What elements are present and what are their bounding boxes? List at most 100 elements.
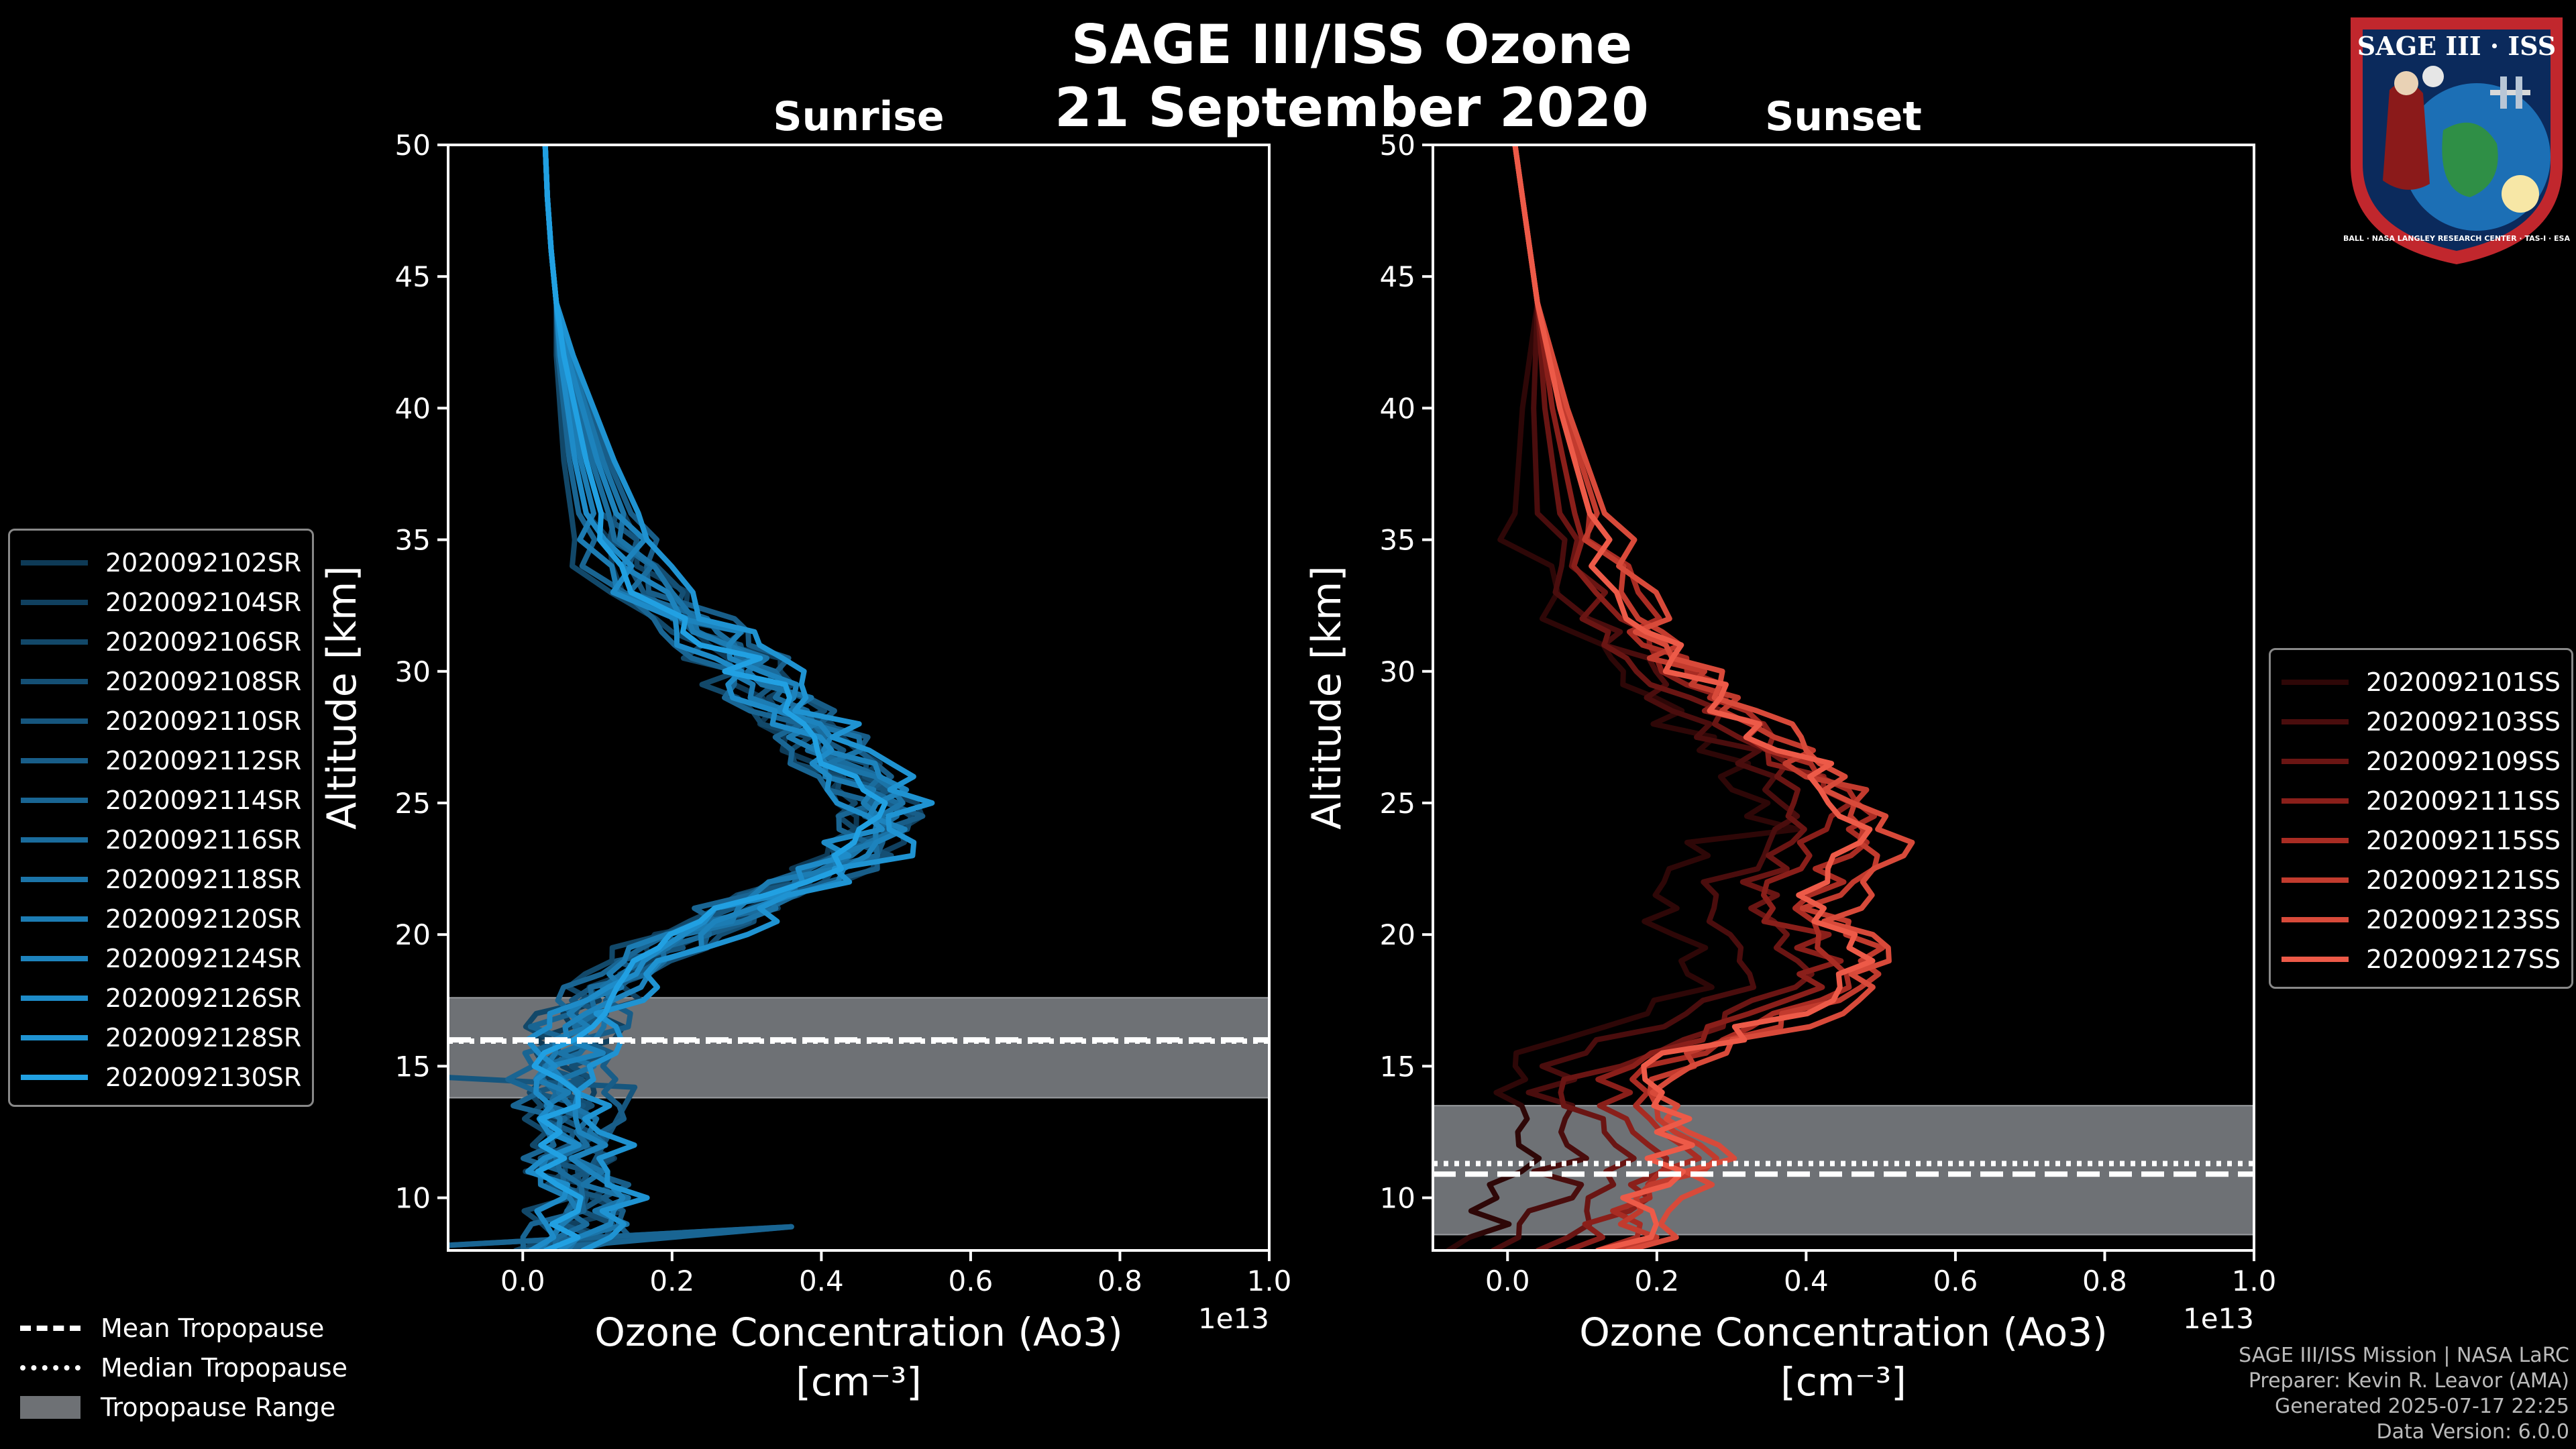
x-tick-label: 0.0 [1485,1265,1530,1297]
x-tick-label: 1.0 [2232,1265,2277,1297]
legend-swatch [21,757,88,763]
legend-label: 2020092110SR [105,706,302,736]
legend-item: 2020092104SR [21,582,301,622]
legend-swatch [21,955,88,961]
x-tick-label: 0.2 [1634,1265,1679,1297]
y-tick-label: 45 [395,260,431,293]
legend-median-tropopause: Median Tropopause [20,1348,347,1387]
legend-item: 2020092124SR [21,938,301,978]
legend-swatch [21,1034,88,1040]
series-line-2020092130SR [531,145,888,1250]
legend-label: 2020092127SS [2366,944,2561,974]
logo-moon [2422,66,2444,87]
legend-label: 2020092118SR [105,864,302,894]
legend-label: 2020092116SR [105,824,302,855]
y-tick-label: 20 [1380,918,1415,951]
series-line-2020092101SS [1446,145,1801,1250]
series-line-2020092127SS [1512,145,1876,1250]
legend-label: 2020092109SS [2366,746,2561,776]
logo-title-text: SAGE III · ISS [2357,31,2556,61]
panel-title: Sunrise [773,93,944,140]
legend-swatch [2282,916,2349,922]
y-axis-label: Altitude [km] [1303,566,1350,830]
sunset-panel: 10 15 20 25 30 35 40 45 50 0.0 0.2 0.4 0.6 0.8 1.0 1e13… [1303,93,2276,1405]
legend-label: 2020092121SS [2366,865,2561,895]
series-group [1446,145,1915,1250]
legend-item: 2020092101SS [2282,662,2561,702]
legend-swatch [21,837,88,843]
x-axis-units: [cm⁻³] [796,1359,922,1405]
x-axis-label: Ozone Concentration (Ao3) [594,1309,1123,1355]
legend-label: 2020092114SR [105,785,302,815]
legend-label: 2020092123SS [2366,904,2561,934]
logo-iss-panel [2500,76,2507,109]
legend-swatch [21,639,88,645]
range-swatch [20,1395,80,1419]
legend-label: 2020092120SR [105,904,302,934]
x-axis-label: Ozone Concentration (Ao3) [1579,1309,2108,1355]
sunrise-legend: 2020092102SR 2020092104SR 2020092106SR 2020… [8,529,315,1107]
y-tick-label: 30 [1380,655,1415,688]
legend-label: 2020092102SR [105,547,302,578]
y-tick-label: 25 [395,787,431,820]
legend-swatch [21,559,88,566]
footer-preparer: Preparer: Kevin R. Leavor (AMA) [2248,1369,2569,1393]
x-tick-label: 0.6 [949,1265,994,1297]
legend-label: 2020092101SS [2366,667,2561,697]
legend-item: 2020092128SR [21,1018,301,1057]
legend-swatch [2282,877,2349,883]
legend-item: 2020092121SS [2282,860,2561,900]
x-tick-label: 0.6 [1933,1265,1978,1297]
legend-median-label: Median Tropopause [101,1352,347,1383]
series-line-2020092103SS [1490,145,1801,1250]
legend-label: 2020092130SR [105,1062,302,1092]
legend-swatch [21,916,88,922]
legend-swatch [2282,956,2349,962]
legend-label: 2020092128SR [105,1022,302,1053]
legend-item: 2020092110SR [21,701,301,741]
y-tick-label: 25 [1380,787,1415,820]
legend-item: 2020092115SS [2282,820,2561,860]
x-scale-label: 1e13 [1198,1302,1269,1335]
legend-swatch [21,718,88,724]
legend-item: 2020092120SR [21,899,301,938]
legend-label: 2020092103SS [2366,706,2561,737]
legend-label: 2020092124SR [105,943,302,973]
panel-title: Sunset [1765,93,1922,140]
legend-swatch [2282,758,2349,764]
legend-item: 2020092102SR [21,543,301,582]
series-line-2020092123SS [1512,145,1915,1250]
logo-landmass [2442,122,2498,197]
series-line-2020092111SS [1512,145,1854,1250]
logo-iss-truss [2490,90,2530,95]
y-tick-label: 50 [395,129,431,162]
legend-label: 2020092126SR [105,983,302,1013]
y-tick-label: 40 [1380,392,1415,425]
x-scale-label: 1e13 [2183,1302,2254,1335]
sage-iii-iss-mission-logo: SAGE III · ISS BALL · NASA LANGLEY RESEA… [2343,17,2570,264]
footer-generated: Generated 2025-07-17 22:25 [2274,1395,2569,1418]
y-tick-label: 35 [1380,524,1415,557]
legend-swatch [2282,679,2349,685]
footer-mission: SAGE III/ISS Mission | NASA LaRC [2239,1344,2569,1367]
footer-data-version: Data Version: 6.0.0 [2376,1420,2569,1444]
y-axis-label: Altitude [km] [319,566,366,830]
legend-item: 2020092111SS [2282,781,2561,820]
series-line-2020092109SS [1512,145,1815,1250]
legend-swatch [21,876,88,882]
sunrise-panel: 10 15 20 25 30 35 40 45 50 0.0 0.2 0.4 0.6 0.8 1.0 1e13… [319,93,1291,1405]
legend-range-label: Tropopause Range [101,1392,336,1422]
x-tick-label: 0.0 [500,1265,545,1297]
legend-swatch [21,1074,88,1080]
y-tick-label: 30 [395,655,431,688]
logo-iss-panel [2516,76,2522,109]
legend-mean-label: Mean Tropopause [101,1313,325,1343]
logo-ring-text: BALL · NASA LANGLEY RESEARCH CENTER · TA… [2343,234,2570,243]
y-tick-label: 15 [395,1050,431,1083]
plot-frame [447,144,1271,1252]
series-line-2020092124SR [542,145,910,1250]
legend-item: 2020092108SR [21,661,301,701]
x-axis-units: [cm⁻³] [1780,1359,1907,1405]
y-tick-label: 45 [1380,260,1415,293]
legend-item: 2020092116SR [21,820,301,859]
